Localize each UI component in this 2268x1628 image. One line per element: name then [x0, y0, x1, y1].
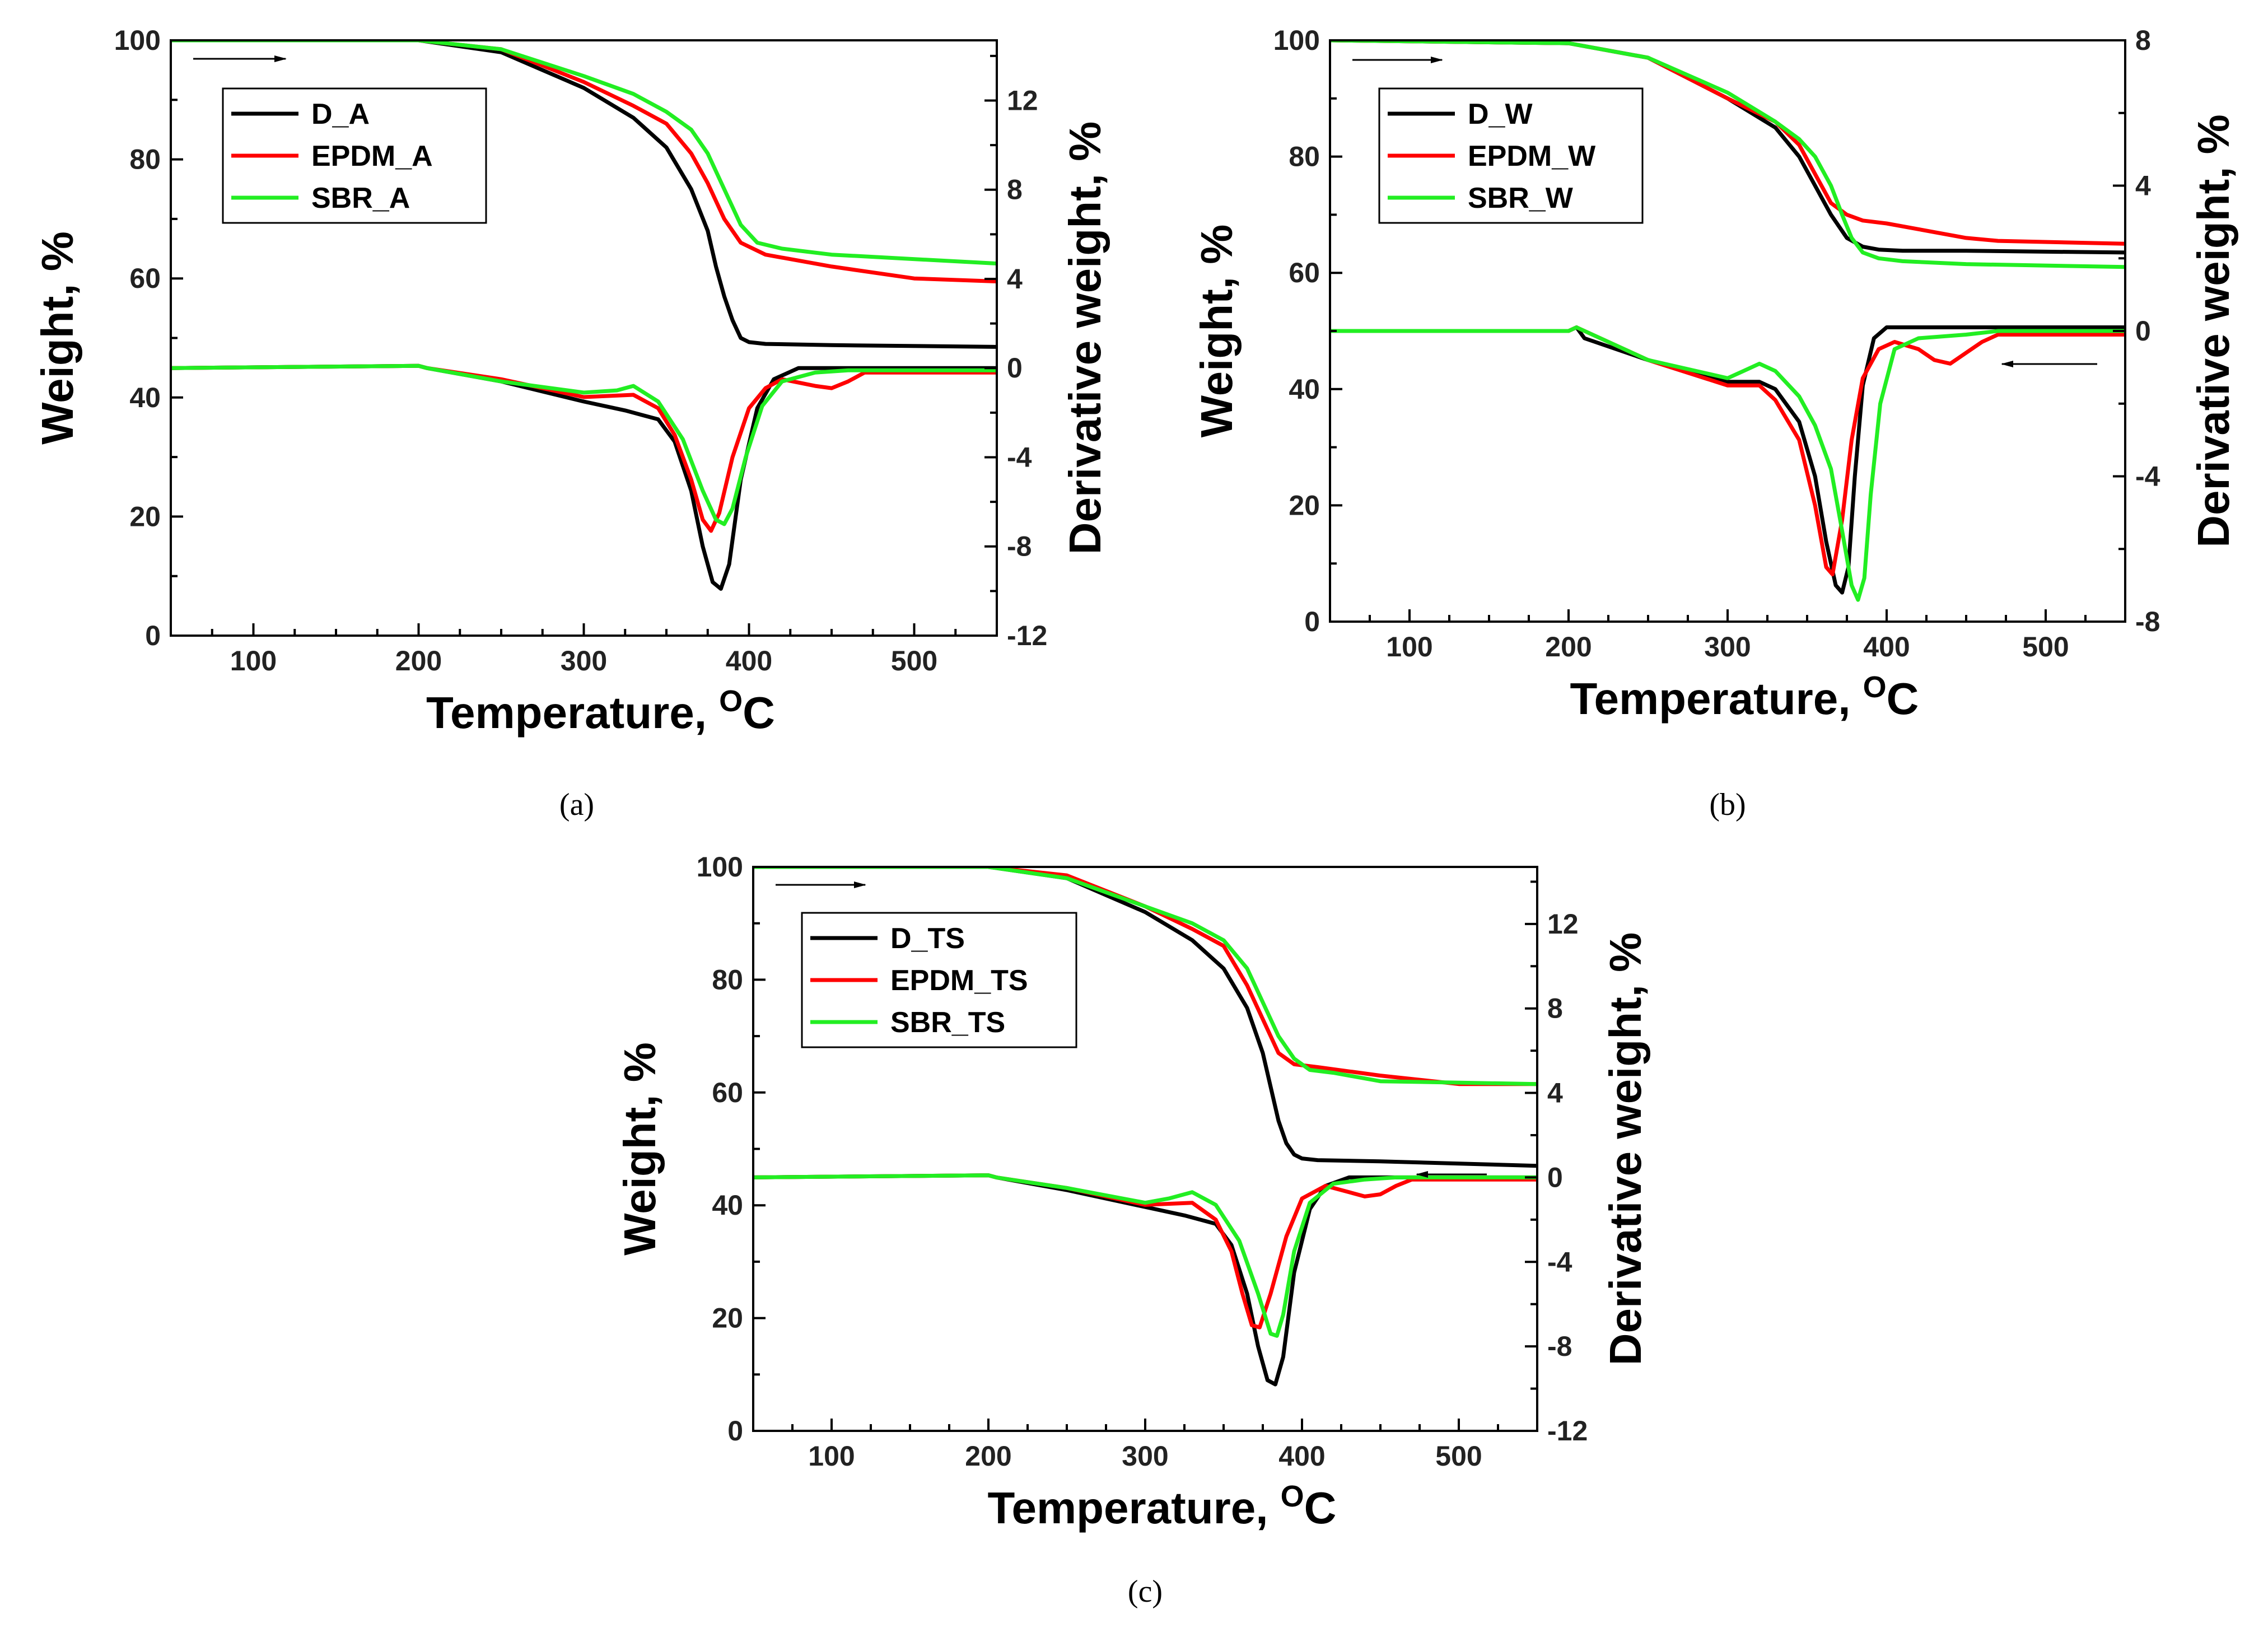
legend-label: SBR_TS: [890, 1006, 1005, 1039]
legend-label: D_W: [1468, 98, 1533, 130]
right-tick-label: 4: [1547, 1077, 1563, 1109]
x-tick-label: 100: [230, 645, 277, 677]
panel-caption: (b): [1709, 787, 1746, 822]
left-tick-label: 20: [712, 1303, 743, 1334]
right-tick-label: -12: [1007, 620, 1047, 651]
right-tick-label: -4: [1547, 1246, 1572, 1277]
series-line-epdm-ts-derivative: [753, 1173, 1537, 1330]
left-tick-label: 40: [1289, 374, 1320, 405]
legend-label: EPDM_TS: [890, 964, 1028, 997]
x-tick-label: 500: [891, 645, 937, 677]
x-tick-label: 300: [1122, 1440, 1168, 1472]
left-axis-title: Weight, %: [1192, 225, 1242, 438]
right-tick-label: 4: [1007, 263, 1023, 295]
series-line-sbr-ts: [753, 867, 1537, 1086]
legend-label: D_TS: [890, 922, 965, 955]
left-tick-label: 100: [697, 851, 743, 883]
left-tick-label: 60: [1289, 257, 1320, 288]
panel-a: 100 200 300 400 500 0 20 40 60 80 100 -12 -8 -4 0 4 8 12 T…: [32, 25, 1110, 822]
x-tick-label: 200: [1545, 631, 1592, 663]
left-axis-title: Weight, %: [615, 1042, 665, 1256]
left-tick-label: 40: [129, 382, 161, 413]
series-line-d-a: [171, 40, 997, 349]
left-tick-label: 0: [727, 1415, 743, 1447]
right-tick-label: 8: [1007, 174, 1023, 206]
series-group: [171, 40, 997, 591]
right-tick-label: 4: [2135, 170, 2151, 202]
x-tick-label: 100: [1386, 631, 1432, 663]
left-tick-label: 60: [129, 263, 161, 294]
legend-label: SBR_A: [311, 182, 410, 214]
legend-label: D_A: [311, 98, 370, 130]
x-tick-label: 100: [808, 1440, 855, 1472]
legend: D_TS EPDM_TS SBR_TS: [801, 912, 1077, 1048]
left-tick-label: 80: [1289, 141, 1320, 172]
x-tick-label: 400: [1863, 631, 1910, 663]
left-tick-label: 100: [1273, 25, 1320, 56]
x-axis-title: Temperature, OC: [1570, 670, 1919, 724]
panel-caption: (c): [1128, 1574, 1163, 1609]
x-tick-label: 500: [1435, 1440, 1482, 1472]
series-line-sbr-w-derivative: [1330, 325, 2125, 602]
x-axis-title: Temperature, OC: [426, 684, 775, 738]
right-tick-label: 8: [1547, 993, 1563, 1024]
series-line-d-w-derivative: [1330, 325, 2125, 595]
right-axis-title: Derivative weight, %: [2188, 114, 2238, 548]
series-line-sbr-w: [1330, 40, 2125, 269]
right-tick-label: -8: [1547, 1331, 1572, 1362]
x-tick-label: 300: [561, 645, 607, 677]
left-axis-title: Weight, %: [32, 231, 82, 445]
x-tick-label: 300: [1704, 631, 1751, 663]
left-tick-label: 20: [1289, 489, 1320, 521]
legend: D_A EPDM_A SBR_A: [222, 87, 487, 224]
left-tick-label: 20: [129, 501, 161, 532]
left-tick-label: 80: [129, 144, 161, 175]
left-tick-label: 80: [712, 964, 743, 995]
series-line-d-ts: [753, 867, 1537, 1168]
right-tick-label: 0: [1007, 352, 1023, 384]
x-tick-label: 200: [395, 645, 442, 677]
right-tick-label: 8: [2135, 25, 2151, 56]
right-tick-label: -8: [2135, 606, 2160, 637]
x-axis-title: Temperature, OC: [988, 1480, 1337, 1533]
left-tick-label: 100: [114, 25, 161, 56]
left-tick-label: 60: [712, 1077, 743, 1108]
left-tick-label: 40: [712, 1189, 743, 1221]
x-tick-label: 200: [965, 1440, 1011, 1472]
series-line-d-a-derivative: [171, 363, 997, 591]
series-line-sbr-ts-derivative: [753, 1173, 1537, 1338]
right-tick-label: 12: [1007, 85, 1038, 116]
right-axis-title: Derivative weight, %: [1600, 932, 1650, 1366]
panel-b: 100 200 300 400 500 0 20 40 60 80 100 -8 -4 0 4 8 Temper…: [1192, 25, 2238, 822]
panel-c: 100 200 300 400 500 0 20 40 60 80 100 -12 -8 -4 0 4 8 12 T…: [615, 851, 1650, 1609]
right-tick-label: 0: [1547, 1161, 1563, 1193]
legend-label: SBR_W: [1468, 182, 1574, 214]
series-group: [1330, 40, 2125, 602]
series-group: [753, 867, 1537, 1387]
right-axis-title: Derivative weight, %: [1060, 122, 1110, 555]
right-tick-label: 12: [1547, 908, 1579, 940]
x-tick-label: 500: [2022, 631, 2069, 663]
right-tick-label: -4: [1007, 441, 1032, 473]
right-tick-label: 0: [2135, 315, 2151, 347]
x-tick-label: 400: [1278, 1440, 1325, 1472]
right-tick-label: -8: [1007, 531, 1032, 562]
panel-caption: (a): [559, 787, 594, 822]
legend: D_W EPDM_W SBR_W: [1378, 87, 1644, 224]
series-line-sbr-a: [171, 40, 997, 266]
right-tick-label: -4: [2135, 461, 2160, 492]
x-tick-label: 400: [726, 645, 772, 677]
series-line-sbr-a-derivative: [171, 363, 997, 526]
legend-label: EPDM_W: [1468, 140, 1596, 172]
left-tick-label: 0: [145, 620, 161, 651]
right-tick-label: -12: [1547, 1415, 1588, 1447]
legend-label: EPDM_A: [311, 140, 433, 172]
left-tick-label: 0: [1304, 606, 1320, 637]
series-line-epdm-ts: [753, 867, 1537, 1086]
